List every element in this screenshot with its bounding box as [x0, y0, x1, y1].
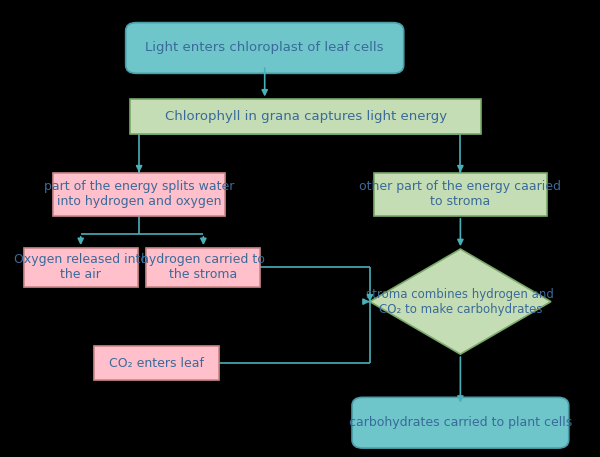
Text: Light enters chloroplast of leaf cells: Light enters chloroplast of leaf cells: [145, 42, 384, 54]
Text: part of the energy splits water
into hydrogen and oxygen: part of the energy splits water into hyd…: [44, 180, 234, 208]
Text: Oxygen released into
the air: Oxygen released into the air: [14, 253, 148, 282]
Text: carbohydrates carried to plant cells: carbohydrates carried to plant cells: [349, 416, 572, 429]
FancyBboxPatch shape: [53, 173, 225, 216]
Text: CO₂ enters leaf: CO₂ enters leaf: [109, 357, 204, 370]
Text: other part of the energy caaried
to stroma: other part of the energy caaried to stro…: [359, 180, 562, 208]
Text: stroma combines hydrogen and
CO₂ to make carbohydrates: stroma combines hydrogen and CO₂ to make…: [367, 287, 554, 316]
FancyBboxPatch shape: [24, 248, 137, 287]
FancyBboxPatch shape: [125, 22, 404, 74]
FancyBboxPatch shape: [374, 173, 547, 216]
FancyBboxPatch shape: [352, 398, 569, 448]
FancyBboxPatch shape: [146, 248, 260, 287]
Polygon shape: [370, 249, 551, 354]
FancyBboxPatch shape: [94, 346, 220, 380]
Text: Chlorophyll in grana captures light energy: Chlorophyll in grana captures light ener…: [164, 110, 446, 123]
Text: hydrogen carried to
the stroma: hydrogen carried to the stroma: [142, 253, 265, 282]
FancyBboxPatch shape: [130, 100, 481, 134]
